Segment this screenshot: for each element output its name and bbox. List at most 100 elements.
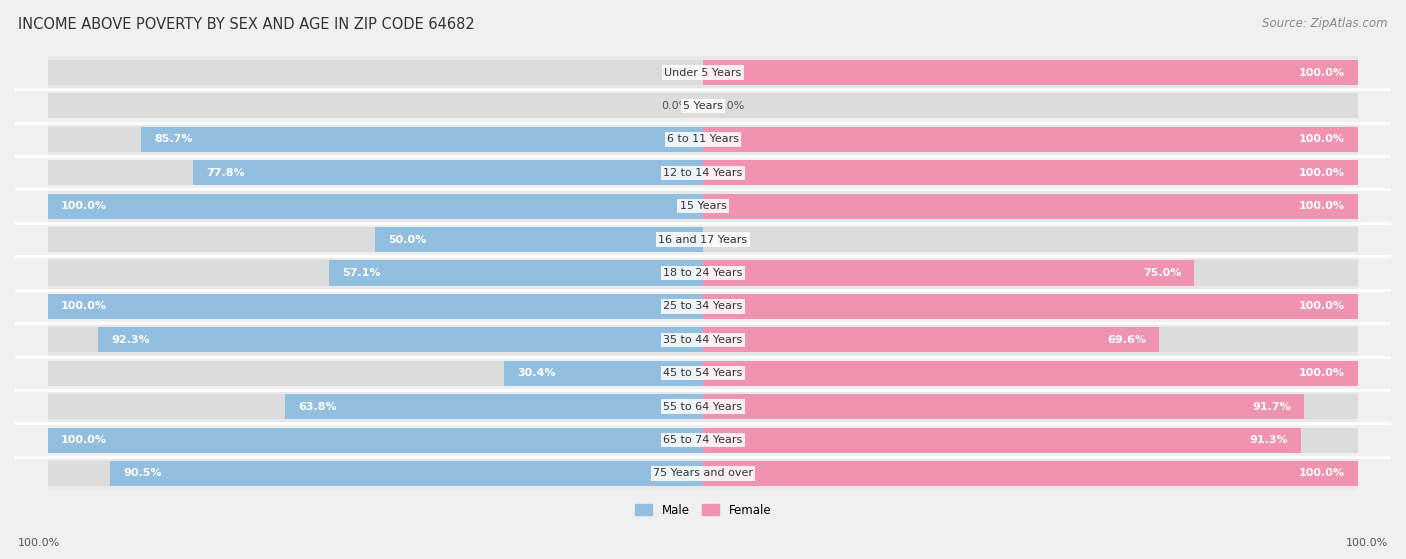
Bar bbox=[703, 127, 1358, 152]
Bar bbox=[48, 428, 703, 453]
Bar bbox=[703, 93, 1358, 119]
Bar bbox=[703, 60, 1358, 85]
Text: 100.0%: 100.0% bbox=[1299, 134, 1346, 144]
Bar bbox=[48, 428, 703, 453]
Text: 25 to 34 Years: 25 to 34 Years bbox=[664, 301, 742, 311]
Text: 6 to 11 Years: 6 to 11 Years bbox=[666, 134, 740, 144]
Bar bbox=[285, 394, 703, 419]
Bar bbox=[48, 294, 703, 319]
Text: 0.0%: 0.0% bbox=[716, 101, 744, 111]
Bar bbox=[48, 394, 703, 419]
Bar bbox=[193, 160, 703, 185]
Text: 100.0%: 100.0% bbox=[60, 201, 107, 211]
Text: 100.0%: 100.0% bbox=[1299, 468, 1346, 479]
Bar bbox=[48, 294, 703, 319]
Bar bbox=[48, 256, 1358, 290]
Text: 12 to 14 Years: 12 to 14 Years bbox=[664, 168, 742, 178]
Text: 0.0%: 0.0% bbox=[662, 68, 690, 78]
Text: 100.0%: 100.0% bbox=[1299, 368, 1346, 378]
Text: 57.1%: 57.1% bbox=[342, 268, 381, 278]
Text: 69.6%: 69.6% bbox=[1107, 335, 1146, 345]
Text: INCOME ABOVE POVERTY BY SEX AND AGE IN ZIP CODE 64682: INCOME ABOVE POVERTY BY SEX AND AGE IN Z… bbox=[18, 17, 475, 32]
Bar bbox=[48, 190, 1358, 223]
Bar bbox=[48, 357, 1358, 390]
Text: 15 Years: 15 Years bbox=[679, 201, 727, 211]
Text: 100.0%: 100.0% bbox=[1346, 538, 1388, 548]
Bar bbox=[703, 394, 1358, 419]
Text: 63.8%: 63.8% bbox=[298, 401, 336, 411]
Bar bbox=[48, 60, 703, 85]
Text: 91.7%: 91.7% bbox=[1251, 401, 1291, 411]
Text: 100.0%: 100.0% bbox=[1299, 68, 1346, 78]
Text: 5 Years: 5 Years bbox=[683, 101, 723, 111]
Bar bbox=[48, 323, 1358, 357]
Text: 85.7%: 85.7% bbox=[155, 134, 193, 144]
Bar bbox=[703, 260, 1195, 286]
Bar bbox=[48, 260, 703, 286]
Bar bbox=[48, 227, 703, 252]
Bar bbox=[48, 193, 703, 219]
Bar bbox=[48, 457, 1358, 490]
Bar bbox=[48, 327, 703, 352]
Text: 100.0%: 100.0% bbox=[1299, 168, 1346, 178]
Text: 0.0%: 0.0% bbox=[662, 101, 690, 111]
Text: 100.0%: 100.0% bbox=[60, 301, 107, 311]
Bar bbox=[703, 193, 1358, 219]
Text: 75 Years and over: 75 Years and over bbox=[652, 468, 754, 479]
Bar bbox=[48, 193, 703, 219]
Bar bbox=[703, 361, 1358, 386]
Text: 35 to 44 Years: 35 to 44 Years bbox=[664, 335, 742, 345]
Text: 45 to 54 Years: 45 to 54 Years bbox=[664, 368, 742, 378]
Bar bbox=[703, 294, 1358, 319]
Bar bbox=[703, 327, 1159, 352]
Bar bbox=[48, 93, 703, 119]
Bar bbox=[703, 60, 1358, 85]
Bar bbox=[703, 461, 1358, 486]
Bar bbox=[142, 127, 703, 152]
Text: 100.0%: 100.0% bbox=[18, 538, 60, 548]
Bar bbox=[48, 160, 703, 185]
Bar bbox=[48, 127, 703, 152]
Bar bbox=[48, 156, 1358, 190]
Legend: Male, Female: Male, Female bbox=[634, 504, 772, 517]
Bar bbox=[703, 428, 1301, 453]
Bar bbox=[703, 160, 1358, 185]
Bar bbox=[703, 160, 1358, 185]
Bar bbox=[98, 327, 703, 352]
Text: 30.4%: 30.4% bbox=[517, 368, 555, 378]
Text: Source: ZipAtlas.com: Source: ZipAtlas.com bbox=[1263, 17, 1388, 30]
Bar bbox=[48, 290, 1358, 323]
Text: 100.0%: 100.0% bbox=[60, 435, 107, 445]
Bar bbox=[375, 227, 703, 252]
Bar bbox=[703, 327, 1358, 352]
Bar bbox=[329, 260, 703, 286]
Bar bbox=[703, 461, 1358, 486]
Bar bbox=[703, 227, 1358, 252]
Bar bbox=[110, 461, 703, 486]
Text: 50.0%: 50.0% bbox=[388, 235, 427, 245]
Bar bbox=[48, 390, 1358, 423]
Bar bbox=[48, 89, 1358, 122]
Bar bbox=[703, 294, 1358, 319]
Text: 92.3%: 92.3% bbox=[111, 335, 150, 345]
Text: 18 to 24 Years: 18 to 24 Years bbox=[664, 268, 742, 278]
Bar bbox=[703, 361, 1358, 386]
Bar bbox=[703, 127, 1358, 152]
Bar bbox=[48, 223, 1358, 256]
Bar bbox=[703, 260, 1358, 286]
Text: 75.0%: 75.0% bbox=[1143, 268, 1181, 278]
Text: Under 5 Years: Under 5 Years bbox=[665, 68, 741, 78]
Text: 100.0%: 100.0% bbox=[1299, 301, 1346, 311]
Bar bbox=[48, 56, 1358, 89]
Bar bbox=[48, 122, 1358, 156]
Bar bbox=[48, 423, 1358, 457]
Bar bbox=[48, 461, 703, 486]
Bar bbox=[703, 428, 1358, 453]
Bar bbox=[48, 361, 703, 386]
Bar bbox=[503, 361, 703, 386]
Text: 91.3%: 91.3% bbox=[1250, 435, 1288, 445]
Bar bbox=[703, 193, 1358, 219]
Bar bbox=[703, 394, 1303, 419]
Text: 65 to 74 Years: 65 to 74 Years bbox=[664, 435, 742, 445]
Text: 90.5%: 90.5% bbox=[124, 468, 162, 479]
